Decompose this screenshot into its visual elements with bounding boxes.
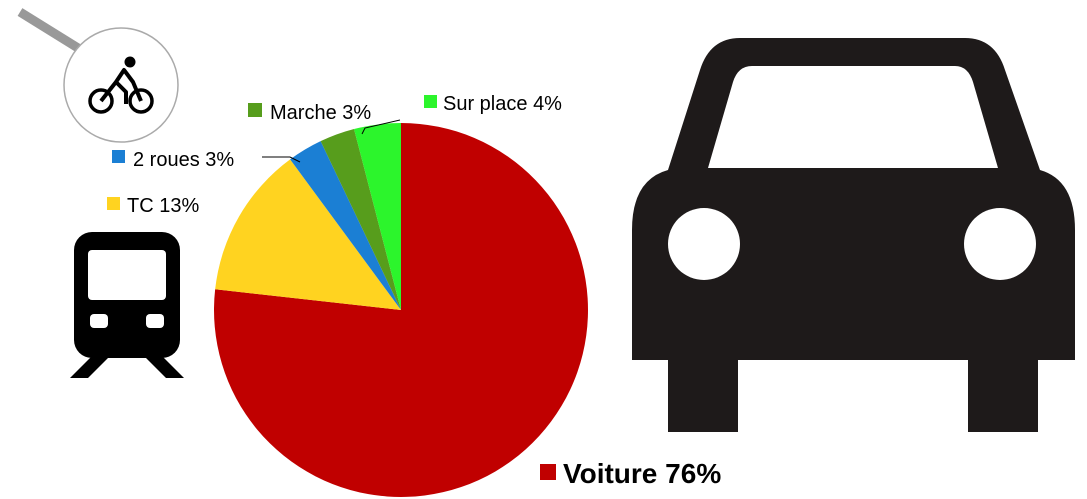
legend-swatch (107, 197, 120, 210)
category-name: TC (127, 195, 154, 217)
pie-slice (215, 159, 401, 310)
legend-swatch (424, 95, 437, 108)
legend-swatch (112, 150, 125, 163)
value-label: 3% (342, 102, 371, 124)
data-label: Marche 3% (270, 102, 371, 124)
leader-line (361, 119, 401, 135)
legend-swatch (540, 464, 556, 480)
value-label: 4% (533, 93, 562, 115)
value-label: 13% (159, 195, 199, 217)
leader-line (262, 156, 301, 163)
category-name: Voiture (563, 458, 657, 489)
car-icon (632, 38, 1075, 432)
category-name: Sur place (443, 93, 528, 115)
bicycle-icon (17, 8, 179, 143)
legend-swatch (248, 103, 262, 117)
train-icon (70, 232, 184, 378)
pie-slice (354, 123, 401, 310)
data-label: Sur place 4% (443, 93, 562, 115)
data-label: TC 13% (127, 195, 199, 217)
category-name: Marche (270, 102, 337, 124)
value-label: 3% (205, 149, 234, 171)
data-label: Voiture 76% (563, 458, 721, 489)
value-label: 76% (665, 458, 721, 489)
pie (214, 123, 589, 497)
pie-slice (320, 128, 401, 310)
data-label: 2 roues 3% (133, 149, 234, 171)
category-name: 2 roues (133, 149, 200, 171)
pie-slice (290, 141, 401, 310)
